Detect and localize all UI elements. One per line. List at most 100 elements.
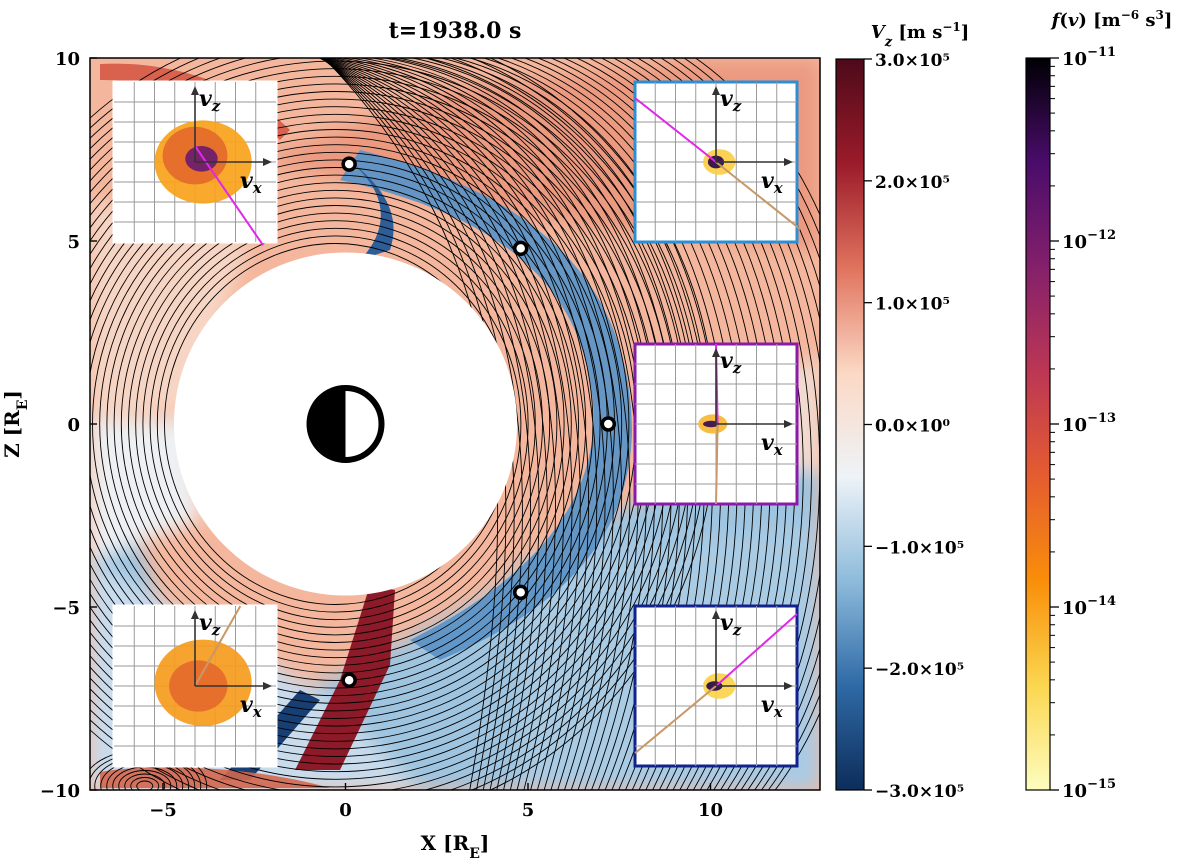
arrow-right-icon — [784, 682, 793, 690]
vdf-vz-label: vz — [720, 348, 742, 377]
vdf-inset-top-right: vx vz — [633, 80, 801, 244]
field-line — [648, 58, 820, 790]
earth-symbol-icon — [306, 385, 385, 463]
fv-colorbar-ticks: 10−11 10−12 10−13 10−14 10−15 — [1050, 45, 1116, 802]
fv-tick-label: 10−12 — [1062, 228, 1116, 253]
field-line — [331, 58, 631, 790]
field-line — [135, 212, 536, 636]
main-plot: vx vz vx vz vx vz vx vz vx vz −5 0 5 10 10 5 0 −5 −10 — [40, 49, 821, 821]
vdf-point-marker — [512, 584, 529, 601]
vz-tick-label: 1.0×10⁵ — [875, 295, 950, 315]
fv-colorbar-title: f(v) [m−6 s3] — [1050, 8, 1173, 31]
field-line — [118, 770, 172, 790]
y-tick-label: 0 — [67, 415, 80, 436]
vdf-vx-label: vx — [761, 692, 784, 721]
x-tick-label: 0 — [339, 800, 352, 821]
vdf-insets: vx vz vx vz vx vz vx vz vx vz — [112, 80, 801, 768]
arrow-right-icon — [263, 682, 272, 690]
x-axis-label: X [RE] — [421, 831, 490, 862]
field-line — [130, 777, 160, 790]
x-tick-label: 10 — [698, 800, 723, 821]
vz-colorbar-gradient — [835, 58, 865, 791]
arrow-up-icon — [712, 610, 720, 619]
field-line — [90, 144, 601, 704]
x-tick-label: 5 — [522, 800, 535, 821]
field-line — [99, 174, 572, 674]
y-tick-label: −10 — [40, 781, 80, 802]
vdf-inset-middle-right: vx vz — [633, 342, 799, 506]
vdf-direction-line — [194, 605, 242, 687]
vdf-sample-points — [341, 156, 617, 688]
y-axis-label: Z [RE] — [0, 390, 31, 458]
arrow-right-icon — [784, 420, 793, 428]
x-axis-ticks: −5 0 5 10 — [149, 783, 723, 821]
vdf-vx-label: vx — [240, 692, 263, 721]
field-line — [319, 58, 532, 790]
y-axis-ticks: 10 5 0 −5 −10 — [40, 49, 97, 802]
field-line — [120, 197, 551, 651]
field-line — [124, 773, 166, 790]
vdf-distribution — [703, 420, 720, 428]
arrow-right-icon — [263, 158, 272, 166]
arrow-right-icon — [784, 158, 793, 166]
arrow-up-icon — [191, 610, 199, 619]
field-line — [149, 227, 522, 621]
field-line — [346, 58, 647, 790]
field-line — [337, 58, 639, 790]
fv-tick-label: 10−15 — [1062, 777, 1116, 802]
field-line — [90, 113, 630, 735]
y-tick-label: 10 — [55, 49, 80, 70]
vz-colorbar: Vz [m s−1] 3.0×10⁵ 2.0×10⁵ 1.0×10⁵ 0.0×10⁰ −… — [835, 20, 969, 802]
y-tick-label: 5 — [67, 232, 80, 253]
vdf-point-marker — [341, 156, 357, 172]
arrow-up-icon — [712, 86, 720, 95]
vdf-vx-label: vx — [761, 430, 784, 459]
earth-night-side — [309, 388, 346, 460]
field-line — [320, 58, 523, 790]
fv-colorbar-gradient — [1025, 57, 1051, 791]
vdf-direction-line — [715, 161, 801, 230]
fv-colorbar: f(v) [m−6 s3] 10−11 10−12 10−13 10−14 10−15 — [1025, 8, 1173, 802]
fv-tick-label: 10−11 — [1062, 45, 1116, 70]
fv-tick-label: 10−14 — [1062, 594, 1116, 619]
vdf-vx-label: vx — [240, 168, 263, 197]
field-line — [90, 159, 587, 689]
field-line — [113, 189, 558, 659]
vdf-point-marker — [512, 240, 529, 257]
field-line — [136, 780, 154, 790]
vz-tick-label: 2.0×10⁵ — [875, 173, 950, 193]
field-line — [318, 58, 565, 790]
field-line — [142, 220, 529, 628]
vdf-vz-label: vz — [199, 610, 221, 639]
vdf-direction-line — [715, 613, 798, 687]
field-line — [90, 121, 623, 727]
y-tick-label: −5 — [52, 598, 80, 619]
vdf-direction-line — [634, 97, 717, 163]
vz-tick-label: 3.0×10⁵ — [875, 51, 950, 71]
field-line — [318, 58, 581, 790]
vdf-inset-bottom-left: vx vz — [112, 604, 278, 768]
field-line — [659, 58, 820, 790]
vz-colorbar-ticks: 3.0×10⁵ 2.0×10⁵ 1.0×10⁵ 0.0×10⁰ −1.0×10⁵ −2.0… — [864, 51, 964, 802]
vdf-vx-label: vx — [761, 168, 784, 197]
field-line — [671, 58, 820, 790]
field-line — [318, 58, 589, 790]
vdf-inset-top-left: vx vz — [112, 80, 278, 246]
field-line — [106, 182, 565, 666]
vdf-inset-bottom-right: vx vz — [633, 604, 799, 768]
field-line — [128, 205, 543, 643]
arrow-up-icon — [191, 86, 199, 95]
field-line — [319, 58, 598, 790]
vz-tick-label: −2.0×10⁵ — [875, 660, 964, 680]
field-line — [636, 58, 820, 790]
vz-tick-label: −1.0×10⁵ — [875, 538, 964, 558]
field-line — [90, 151, 594, 697]
vz-tick-label: 0.0×10⁰ — [875, 417, 950, 437]
vdf-distribution — [185, 146, 218, 172]
vdf-direction-line — [715, 423, 719, 505]
vdf-vz-label: vz — [720, 86, 742, 115]
fv-tick-label: 10−13 — [1062, 411, 1116, 436]
plot-title: t=1938.0 s — [389, 18, 522, 44]
vdf-vz-label: vz — [720, 610, 742, 639]
